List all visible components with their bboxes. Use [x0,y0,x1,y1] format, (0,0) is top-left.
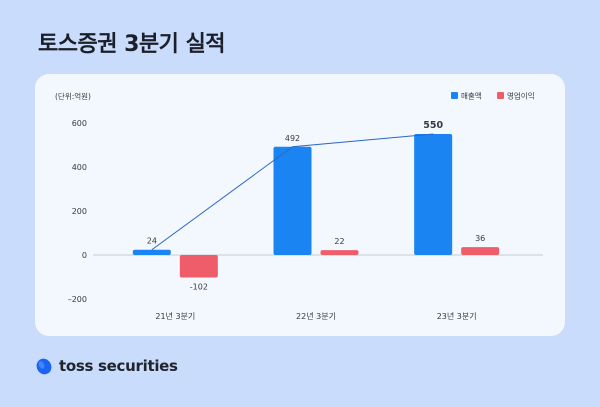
y-tick-label: –200 [68,295,87,304]
unit-label: (단위:억원) [55,91,91,101]
data-label: 22 [334,237,344,246]
y-tick-label: 400 [72,163,87,172]
y-tick-label: 600 [72,119,87,128]
data-labels: 24 -102 492 22 550 36 [147,120,486,291]
chart: (단위:억원) 매출액 영업이익 600 400 200 0 –200 24 -102 49… [55,91,543,321]
brand-name: toss securities [59,357,178,375]
legend-swatch-profit [497,92,504,99]
y-tick-label: 200 [72,207,87,216]
toss-logo-icon [36,358,52,375]
x-tick-label: 23년 3분기 [437,311,477,321]
chart-card: (단위:억원) 매출액 영업이익 600 400 200 0 –200 24 -102 49… [35,74,565,336]
legend: 매출액 영업이익 [451,91,535,101]
trend-line [151,133,434,251]
bar-revenue [132,249,171,255]
y-tick-label: 0 [82,251,87,260]
data-label: 36 [475,234,485,243]
bar-revenue [414,134,453,255]
legend-swatch-revenue [451,92,458,99]
bar-profit [320,250,359,255]
trend-line-revenue [151,133,434,251]
legend-label-revenue: 매출액 [461,91,482,101]
x-tick-label: 22년 3분기 [296,311,336,321]
legend-label-profit: 영업이익 [507,91,535,101]
data-label: 550 [423,120,443,131]
brand-logo: toss securities [34,356,178,376]
bar-profit [461,247,500,255]
data-label: 24 [147,237,157,246]
y-axis: 600 400 200 0 –200 [68,119,87,304]
bar-profit [179,255,218,278]
bars [132,134,500,278]
x-tick-label: 21년 3분기 [155,311,195,321]
data-label: 492 [285,134,300,143]
bar-revenue [273,146,312,255]
x-axis: 21년 3분기 22년 3분기 23년 3분기 [155,311,476,321]
page-title: 토스증권 3분기 실적 [38,32,226,57]
data-label: -102 [190,282,208,291]
